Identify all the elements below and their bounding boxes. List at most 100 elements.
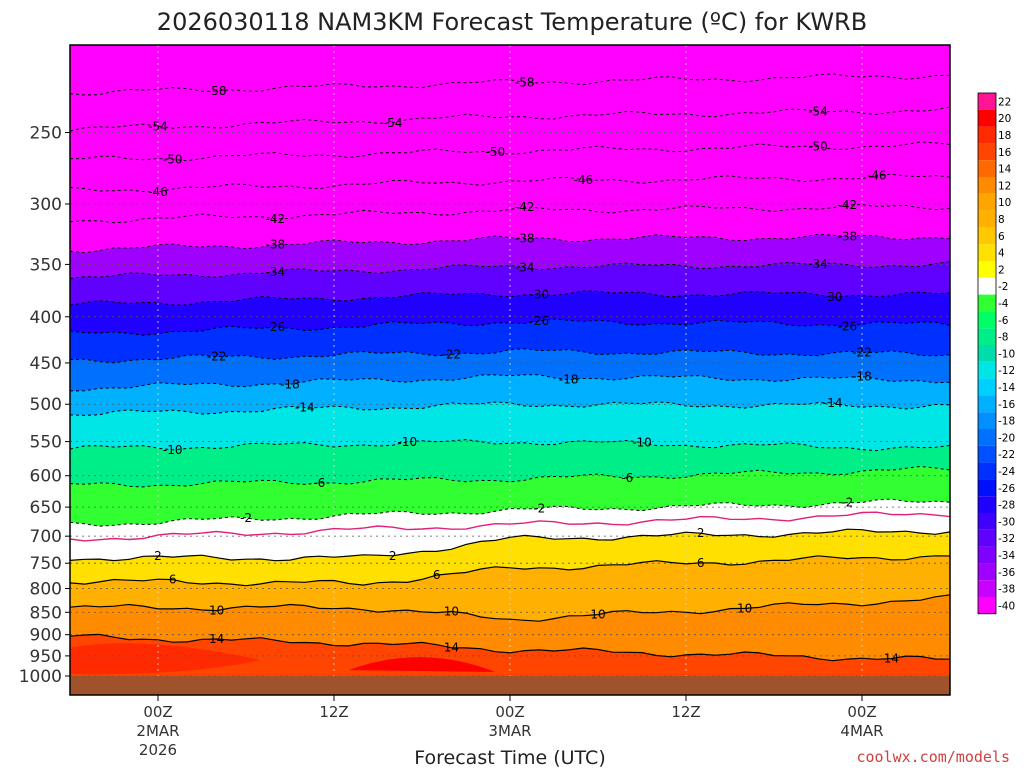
- colorbar-label: 4: [998, 248, 1005, 260]
- y-tick-label: 650: [30, 498, 62, 518]
- contour-label: 10: [590, 608, 605, 622]
- colorbar-swatch: [978, 328, 996, 345]
- contour-label: -38: [515, 232, 535, 246]
- temp-band-warm-core: [348, 657, 496, 673]
- colorbar-label: -28: [998, 500, 1015, 512]
- colorbar-swatch: [978, 529, 996, 547]
- contour-label: -6: [621, 471, 633, 485]
- y-tick-label: 600: [30, 467, 62, 487]
- colorbar-swatch: [978, 261, 996, 278]
- colorbar-swatch: [978, 580, 996, 597]
- y-axis: 250 300 350 400 450 500 550 600 650 700 750 800 850 9…: [19, 123, 70, 687]
- colorbar-swatch: [978, 597, 996, 614]
- colorbar-swatch: [978, 294, 996, 312]
- x-tick-label: 00Z: [143, 703, 172, 721]
- contour-label: -14: [295, 401, 315, 415]
- colorbar-label: 12: [998, 180, 1011, 192]
- colorbar-swatch: [978, 160, 996, 177]
- contour-label: -22: [442, 348, 462, 362]
- colorbar-label: 16: [998, 147, 1012, 159]
- contour-label: -2: [841, 496, 853, 510]
- contour-label: -58: [207, 84, 227, 98]
- contour-label: -26: [530, 314, 550, 328]
- contour-label: -46: [867, 169, 887, 183]
- y-tick-label: 550: [30, 433, 62, 453]
- colorbar-swatch: [978, 210, 996, 228]
- colorbar-swatch: [978, 496, 996, 513]
- contour-label: -30: [823, 290, 843, 304]
- colorbar-label: -32: [998, 533, 1015, 545]
- colorbar-swatch: [978, 311, 996, 329]
- contour-label: -14: [823, 396, 843, 410]
- colorbar-swatch: [978, 563, 996, 581]
- contour-label: -50: [486, 145, 506, 159]
- colorbar-label: 18: [998, 130, 1011, 142]
- contour-label: 6: [169, 573, 177, 587]
- colorbar-label: -8: [998, 332, 1008, 344]
- colorbar-swatch: [978, 378, 996, 396]
- colorbar-swatch: [978, 227, 996, 245]
- colorbar-swatch: [978, 277, 996, 295]
- colorbar-label: -14: [998, 382, 1015, 394]
- colorbar-label: -10: [998, 348, 1015, 360]
- contour-label: -2: [240, 511, 252, 525]
- y-tick-label: 500: [30, 395, 62, 415]
- contour-label: 10: [444, 604, 459, 618]
- colorbar-swatch: [978, 479, 996, 497]
- y-tick-label: 850: [30, 603, 62, 623]
- contour-label: -54: [148, 119, 168, 133]
- colorbar-label: 8: [998, 214, 1005, 226]
- colorbar-swatch: [978, 109, 996, 127]
- contour-line: [70, 594, 950, 622]
- contour-label: 10: [209, 604, 224, 618]
- y-tick-label: 700: [30, 527, 62, 547]
- contour-label: -26: [266, 320, 286, 334]
- contour-label: -54: [808, 105, 828, 119]
- contour-label: -18: [852, 369, 872, 383]
- y-tick-label: 450: [30, 354, 62, 374]
- contour-label: -22: [207, 350, 227, 364]
- colorbar: 22 20 18 16 14 12 10 8 6 4 2 -2 -4 -6 -8 -10 -12 -14 -16 -1…: [977, 92, 1015, 615]
- contour-line: [70, 106, 950, 132]
- contour-label: -38: [266, 238, 286, 252]
- colorbar-swatch: [978, 193, 996, 211]
- contour-label: -6: [313, 476, 325, 490]
- colorbar-swatch: [978, 462, 996, 480]
- y-tick-label: 1000: [19, 667, 62, 687]
- colorbar-swatch: [978, 429, 996, 446]
- colorbar-label: 2: [998, 264, 1005, 276]
- contour-label: -18: [280, 377, 300, 391]
- colorbar-label: 10: [998, 197, 1011, 209]
- x-axis-label: Forecast Time (UTC): [414, 747, 605, 768]
- contour-label: -42: [266, 212, 286, 226]
- colorbar-label: -20: [998, 432, 1015, 444]
- y-tick-label: 800: [30, 580, 62, 600]
- colorbar-label: -30: [998, 516, 1015, 528]
- colorbar-label: -36: [998, 567, 1015, 579]
- y-tick-label: 300: [30, 195, 62, 215]
- colorbar-swatch: [978, 126, 996, 144]
- colorbar-label: -12: [998, 365, 1015, 377]
- contour-label: -10: [632, 436, 652, 450]
- contour-label: 14: [884, 652, 899, 666]
- y-tick-label: 400: [30, 308, 62, 328]
- colorbar-swatch: [978, 412, 996, 429]
- x-tick-label: 00Z: [847, 703, 876, 721]
- contour-label: 10: [737, 601, 752, 615]
- x-tick-year: 2026: [139, 741, 177, 759]
- colorbar-swatch: [978, 143, 996, 161]
- plot-area: -58 -58 -54 -54 -54 -50 -50 -50 -46 -46 -46 -42 -42 -…: [70, 45, 950, 695]
- contour-label: -42: [838, 198, 858, 212]
- colorbar-label: -40: [998, 600, 1015, 612]
- contour-label: -26: [838, 319, 858, 333]
- contour-label: 2: [389, 549, 397, 563]
- contour-line: [70, 233, 950, 254]
- contour-label: -10: [163, 443, 183, 457]
- contour-line: [70, 511, 950, 542]
- colorbar-label: -24: [998, 466, 1015, 478]
- colorbar-label: 20: [998, 113, 1011, 125]
- colorbar-swatch: [978, 93, 996, 110]
- contour-label: 14: [444, 641, 459, 655]
